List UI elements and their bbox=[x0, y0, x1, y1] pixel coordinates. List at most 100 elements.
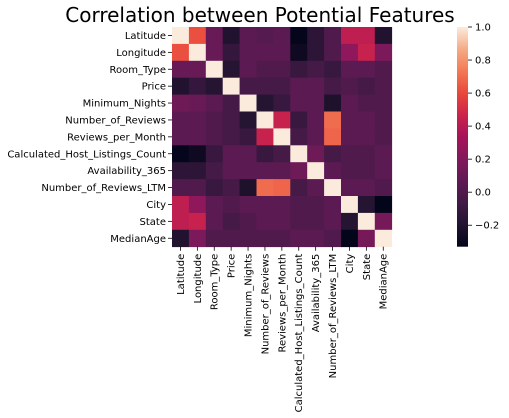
heatmap-cell bbox=[307, 145, 325, 163]
heatmap-cell bbox=[188, 212, 207, 231]
heatmap-cell bbox=[172, 43, 190, 62]
heatmap-cell bbox=[239, 128, 257, 146]
heatmap-cell bbox=[239, 27, 257, 45]
heatmap-cell bbox=[341, 27, 359, 45]
heatmap-cell bbox=[239, 212, 257, 231]
y-tick-label: MedianAge bbox=[110, 234, 166, 245]
y-tick-label: Room_Type bbox=[110, 65, 166, 76]
y-tick-label: Price bbox=[142, 82, 166, 93]
x-tick-labels: Latitude Longitude Room_Type Price Minimum_N… bbox=[176, 246, 390, 412]
heatmap-cell bbox=[307, 229, 325, 248]
heatmap-cell bbox=[307, 77, 325, 95]
heatmap-cell bbox=[273, 60, 291, 79]
y-tick-label: City bbox=[146, 200, 166, 211]
heatmap-cell bbox=[290, 94, 308, 112]
heatmap-cell bbox=[222, 77, 240, 95]
heatmap-cell bbox=[324, 212, 342, 231]
heatmap-cell bbox=[188, 77, 207, 95]
heatmap-cell bbox=[374, 111, 393, 129]
heatmap-cell bbox=[172, 212, 190, 231]
heatmap-cell bbox=[357, 128, 376, 146]
heatmap-cell bbox=[172, 162, 190, 180]
heatmap-cell bbox=[188, 196, 207, 214]
heatmap-cell bbox=[222, 179, 240, 197]
heatmap-cell bbox=[205, 27, 224, 45]
heatmap-cell bbox=[222, 94, 240, 112]
heatmap-cell bbox=[290, 196, 308, 214]
heatmap-cell bbox=[290, 229, 308, 248]
heatmap-cell bbox=[357, 111, 376, 129]
heatmap-cell bbox=[239, 77, 257, 95]
heatmap-cell bbox=[374, 128, 393, 146]
heatmap-cell bbox=[188, 229, 207, 248]
colorbar-tick-label: −0.2 bbox=[475, 221, 499, 232]
heatmap-cell bbox=[357, 43, 376, 62]
heatmap-cell bbox=[324, 43, 342, 62]
heatmap-cell bbox=[172, 60, 190, 79]
colorbar-tick-label: 0.2 bbox=[475, 155, 491, 166]
heatmap-cell bbox=[188, 162, 207, 180]
heatmap-cell bbox=[374, 60, 393, 79]
heatmap-cell bbox=[374, 27, 393, 45]
heatmap-cell bbox=[239, 229, 257, 248]
heatmap-cell bbox=[324, 162, 342, 180]
colorbar-tick-label: 0.0 bbox=[475, 188, 491, 199]
y-tick-label: State bbox=[140, 217, 166, 228]
heatmap-cell bbox=[324, 77, 342, 95]
heatmap-cell bbox=[205, 60, 224, 79]
heatmap-cell bbox=[172, 111, 190, 129]
heatmap-cell bbox=[172, 94, 190, 112]
heatmap-cell bbox=[172, 27, 190, 45]
heatmap-cell bbox=[341, 111, 359, 129]
colorbar-tick-label: 1.0 bbox=[475, 23, 491, 34]
heatmap-cell bbox=[341, 145, 359, 163]
heatmap-cell bbox=[307, 162, 325, 180]
heatmap-cell bbox=[290, 179, 308, 197]
heatmap-cell bbox=[256, 196, 274, 214]
heatmap-cell bbox=[222, 43, 240, 62]
heatmap-cell bbox=[205, 229, 224, 248]
heatmap-cell bbox=[341, 94, 359, 112]
heatmap-cell bbox=[341, 77, 359, 95]
heatmap-cell bbox=[222, 27, 240, 45]
heatmap-cell bbox=[205, 77, 224, 95]
heatmap-cell bbox=[324, 145, 342, 163]
heatmap-cell bbox=[222, 145, 240, 163]
x-tick-label: State bbox=[362, 254, 373, 280]
heatmap-cell bbox=[324, 229, 342, 248]
heatmap-cell bbox=[222, 162, 240, 180]
heatmap-cell bbox=[307, 128, 325, 146]
heatmap-cell bbox=[273, 128, 291, 146]
heatmap-cell bbox=[239, 179, 257, 197]
heatmap-cell bbox=[188, 43, 207, 62]
x-tick-label: MedianAge bbox=[379, 254, 390, 310]
heatmap-cell bbox=[256, 60, 274, 79]
heatmap-cell bbox=[290, 111, 308, 129]
heatmap-cell bbox=[324, 111, 342, 129]
heatmap-cell bbox=[256, 212, 274, 231]
heatmap-cell bbox=[374, 179, 393, 197]
heatmap-cell bbox=[239, 196, 257, 214]
y-tick-label: Number_of_Reviews bbox=[65, 115, 166, 126]
y-tick-label: Calculated_Host_Listings_Count bbox=[7, 149, 166, 160]
heatmap-cell bbox=[307, 212, 325, 231]
x-tick-label: Latitude bbox=[176, 254, 187, 295]
heatmap-cell bbox=[256, 229, 274, 248]
heatmap-cell bbox=[374, 94, 393, 112]
chart-title: Correlation between Potential Features bbox=[65, 3, 454, 27]
y-tick-label: Longitude bbox=[116, 48, 166, 59]
heatmap-cell bbox=[205, 162, 224, 180]
y-tick-label: Availability_365 bbox=[87, 166, 166, 177]
heatmap-cell bbox=[357, 229, 376, 248]
heatmap-cell bbox=[273, 179, 291, 197]
heatmap-cell bbox=[222, 111, 240, 129]
heatmap-cell bbox=[256, 145, 274, 163]
heatmap-cell bbox=[188, 60, 207, 79]
colorbar-tick-label: 0.6 bbox=[475, 89, 491, 100]
heatmap-cell bbox=[172, 145, 190, 163]
heatmap-cell bbox=[341, 162, 359, 180]
heatmap-cell bbox=[256, 94, 274, 112]
colorbar bbox=[457, 27, 468, 247]
heatmap-cell bbox=[290, 145, 308, 163]
heatmap-cell bbox=[205, 212, 224, 231]
